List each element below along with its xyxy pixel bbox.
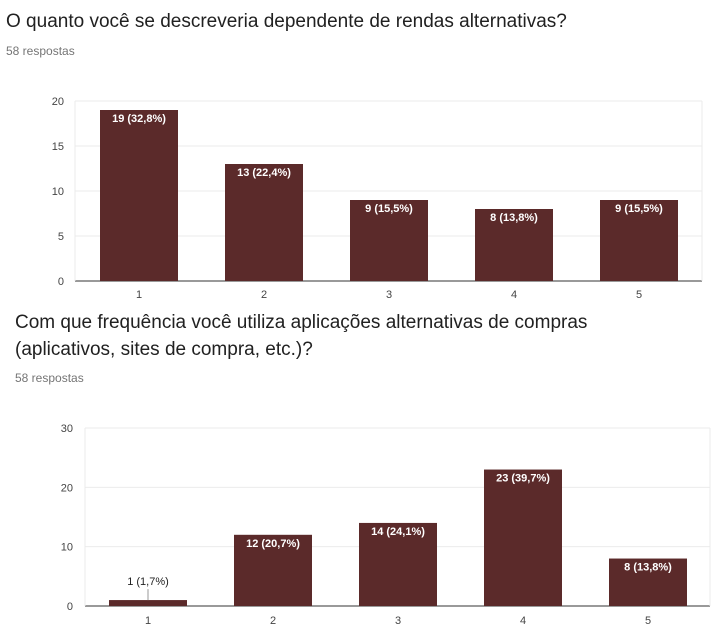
- x-tick-label: 4: [511, 289, 517, 301]
- x-tick-label: 5: [645, 615, 651, 627]
- x-tick-label: 3: [395, 615, 401, 627]
- question-title: Com que frequência você utiliza aplicaçõ…: [15, 312, 588, 360]
- y-tick-label: 0: [67, 601, 73, 613]
- x-tick-label: 5: [636, 289, 642, 301]
- y-tick-label: 20: [61, 482, 73, 494]
- x-tick-label: 4: [520, 615, 526, 627]
- bar: [484, 469, 562, 606]
- bar: [350, 200, 428, 281]
- response-count: 58 respostas: [15, 371, 84, 385]
- bar: [609, 558, 687, 606]
- chart-card-1: O quanto você se descreveria dependente …: [0, 0, 714, 301]
- x-tick-label: 2: [261, 289, 267, 301]
- data-label: 9 (15,5%): [615, 203, 663, 215]
- bar: [109, 600, 187, 606]
- chart-card-2: Com que frequência você utiliza aplicaçõ…: [0, 300, 714, 638]
- bar: [234, 534, 312, 606]
- x-tick-label: 1: [145, 615, 151, 627]
- y-tick-label: 20: [52, 96, 64, 108]
- x-tick-label: 2: [270, 615, 276, 627]
- data-label: 8 (13,8%): [490, 212, 538, 224]
- data-label: 14 (24,1%): [371, 526, 425, 538]
- data-label: 8 (13,8%): [624, 562, 672, 574]
- bar: [100, 110, 178, 281]
- y-tick-label: 5: [58, 231, 64, 243]
- bar: [600, 200, 678, 281]
- x-tick-label: 3: [386, 289, 392, 301]
- question-title: O quanto você se descreveria dependente …: [6, 11, 567, 32]
- y-tick-label: 10: [52, 186, 64, 198]
- y-tick-label: 10: [61, 542, 73, 554]
- data-label: 23 (39,7%): [496, 473, 550, 485]
- bar: [225, 164, 303, 281]
- x-tick-label: 1: [136, 289, 142, 301]
- bar-chart: 0 10 20 30 1 (1,7%) 1 12 (20,7%) 2 14 (24,1%) 3 23…: [61, 423, 711, 627]
- data-label: 9 (15,5%): [365, 203, 413, 215]
- data-label: 12 (20,7%): [246, 538, 300, 550]
- bar: [475, 209, 553, 281]
- bar: [359, 522, 437, 606]
- y-tick-label: 15: [52, 141, 64, 153]
- bar-chart: 0 5 10 15 20 19 (32,8%) 1 13 (22,4%) 2 9 (15,5%) 3…: [52, 96, 703, 301]
- response-count: 58 respostas: [6, 44, 75, 58]
- y-tick-label: 0: [58, 276, 64, 288]
- data-label: 19 (32,8%): [112, 113, 166, 125]
- data-label: 1 (1,7%): [127, 576, 169, 588]
- y-tick-label: 30: [61, 423, 73, 435]
- data-label: 13 (22,4%): [237, 167, 291, 179]
